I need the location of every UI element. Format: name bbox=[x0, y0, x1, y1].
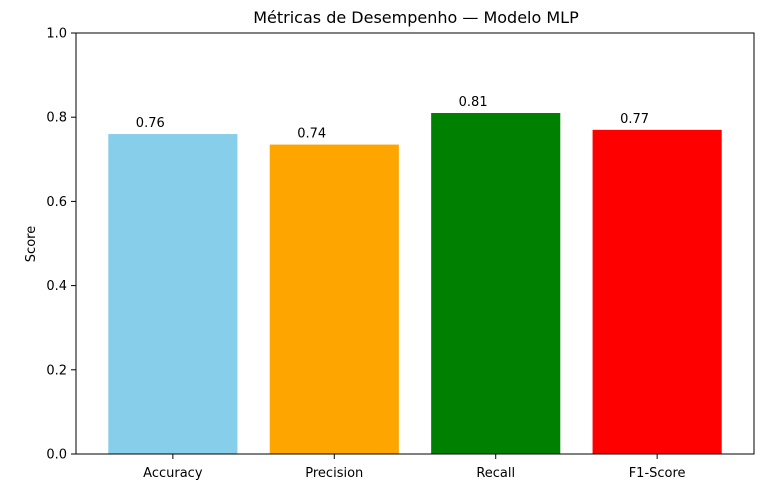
bar-precision bbox=[269, 144, 399, 454]
data-label: 0.77 bbox=[620, 112, 649, 127]
x-tick-label: F1-Score bbox=[629, 466, 686, 481]
y-tick-label: 0.6 bbox=[46, 195, 67, 210]
chart-title: Métricas de Desempenho — Modelo MLP bbox=[253, 8, 579, 27]
bar-f1-score bbox=[592, 129, 722, 454]
y-tick-label: 1.0 bbox=[46, 27, 67, 42]
y-tick-label: 0.4 bbox=[46, 279, 67, 294]
y-tick-label: 0.8 bbox=[46, 111, 67, 126]
x-tick-label: Accuracy bbox=[143, 466, 203, 481]
x-tick-label: Recall bbox=[476, 466, 515, 481]
bars-group bbox=[108, 112, 722, 455]
data-label: 0.81 bbox=[459, 95, 488, 110]
y-axis: 0.0 0.2 0.4 0.6 0.8 1.0 bbox=[46, 27, 76, 463]
data-labels-group: 0.76 0.74 0.81 0.77 bbox=[136, 95, 649, 142]
x-tick-label: Precision bbox=[305, 466, 363, 481]
plot-area-frame bbox=[75, 32, 755, 455]
x-axis: Accuracy Precision Recall F1-Score bbox=[143, 454, 686, 481]
bar-accuracy bbox=[108, 134, 238, 455]
bar-recall bbox=[431, 112, 561, 455]
data-label: 0.74 bbox=[297, 127, 326, 142]
data-label: 0.76 bbox=[136, 116, 165, 131]
y-tick-label: 0.0 bbox=[46, 448, 67, 463]
y-tick-label: 0.2 bbox=[46, 363, 67, 378]
y-axis-label: Score bbox=[24, 226, 39, 262]
